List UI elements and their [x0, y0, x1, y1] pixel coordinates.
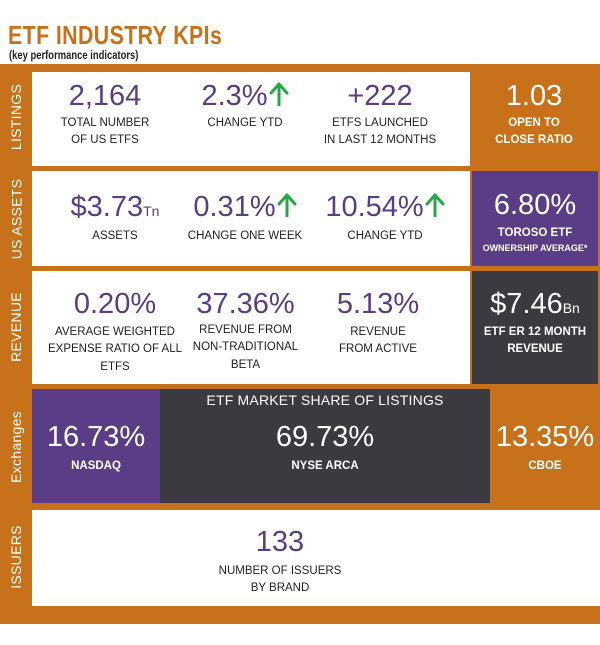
issuers-value: 133 [255, 526, 305, 558]
cboe-value: 13.35% [495, 421, 595, 453]
etfs-launched-value: +222 [347, 80, 413, 112]
assets-label: ASSETS [92, 230, 138, 242]
assets-kpi: $3.73Tn ASSETS [45, 193, 185, 245]
open-close-ratio-kpi: 1.03 OPEN TO CLOSE RATIO [472, 82, 596, 150]
nyse-label: NYSE ARCA [291, 460, 359, 472]
assets-unit: Tn [143, 203, 160, 219]
open-close-ratio-label-2: CLOSE RATIO [495, 134, 573, 147]
nasdaq-value: 16.73% [46, 421, 146, 453]
change-one-week-value: 0.31% [193, 191, 276, 223]
assets-change-ytd-label: CHANGE YTD [347, 230, 423, 242]
total-etfs-value: 2,164 [68, 80, 142, 112]
cboe-label: CBOE [528, 460, 562, 472]
toroso-label-1: TOROSO ETF [497, 227, 573, 239]
toroso-kpi: 6.80% TOROSO ETF OWNERSHIP AVERAGE* [472, 191, 598, 256]
issuers-panel [32, 510, 600, 606]
etfs-launched-label-2: IN LAST 12 MONTHS [323, 134, 437, 147]
revenue-active-label-1: REVENUE [350, 326, 406, 338]
issuers-label-1: NUMBER OF ISSUERS [218, 565, 342, 577]
non-traditional-beta-kpi: 37.36% REVENUE FROM NON-TRADITIONAL BETA [178, 290, 313, 374]
nasdaq-kpi: 16.73% NASDAQ [32, 423, 160, 475]
er-revenue-value: $7.46 [490, 288, 563, 320]
change-one-week-kpi: 0.31% CHANGE ONE WEEK [175, 193, 315, 245]
expense-ratio-value: 0.20% [73, 288, 157, 320]
er-revenue-label-1: ETF ER 12 MONTH [483, 326, 587, 338]
page-subtitle: (key performance indicators) [9, 50, 139, 62]
listings-change-ytd-value: 2.3% [201, 80, 268, 112]
open-close-ratio-value: 1.03 [505, 80, 563, 112]
non-traditional-beta-value: 37.36% [196, 288, 295, 320]
expense-ratio-label-2: EXPENSE RATIO OF ALL [48, 343, 182, 356]
us-assets-panel [32, 171, 470, 266]
expense-ratio-label-3: ETFS [100, 360, 130, 373]
exchanges-side-label: Exchanges [8, 410, 24, 483]
listings-side-label: LISTINGS [8, 83, 25, 150]
open-close-ratio-label-1: OPEN TO [508, 117, 560, 129]
etfs-launched-label-1: ETFs LAUNCHED [332, 117, 428, 129]
toroso-box [472, 171, 598, 266]
up-arrow-icon [269, 82, 289, 106]
er-revenue-unit: Bn [562, 300, 580, 316]
listings-change-ytd-label: CHANGE YTD [207, 117, 283, 129]
issuers-label-2: BY BRAND [250, 582, 310, 595]
up-arrow-icon [425, 193, 445, 217]
revenue-panel [32, 271, 470, 384]
er-revenue-box [472, 271, 598, 384]
change-one-week-label: CHANGE ONE WEEK [187, 230, 303, 242]
expense-ratio-label-1: AVERAGE WEIGHTED [55, 326, 175, 338]
etfs-launched-kpi: +222 ETFs LAUNCHED IN LAST 12 MONTHS [310, 82, 450, 150]
listings-change-ytd-kpi: 2.3% CHANGE YTD [180, 82, 310, 132]
er-revenue-kpi: $7.46Bn ETF ER 12 MONTH REVENUE [472, 290, 598, 359]
assets-change-ytd-kpi: 10.54% CHANGE YTD [315, 193, 455, 245]
total-etfs-label-1: TOTAL NUMBER [60, 117, 150, 129]
nyse-value: 69.73% [275, 421, 375, 453]
revenue-active-value: 5.13% [336, 288, 420, 320]
er-revenue-label-2: REVENUE [507, 343, 563, 356]
total-etfs-label-2: OF US ETFs [71, 134, 139, 147]
non-traditional-beta-label-2: NON-TRADITIONAL BETA [192, 341, 299, 371]
issuers-kpi: 133 NUMBER OF ISSUERS BY BRAND [180, 528, 380, 598]
issuers-side-label: ISSUERS [8, 525, 24, 589]
nyse-box [160, 389, 490, 503]
cboe-kpi: 13.35% CBOE [490, 423, 600, 475]
revenue-active-kpi: 5.13% REVENUE FROM ACTIVE [313, 290, 443, 359]
nasdaq-label: NASDAQ [71, 460, 121, 472]
expense-ratio-kpi: 0.20% AVERAGE WEIGHTED EXPENSE RATIO OF … [45, 290, 185, 376]
up-arrow-icon [277, 193, 297, 217]
market-share-title: ETF MARKET SHARE OF LISTINGS [206, 392, 444, 408]
listings-panel [32, 72, 470, 166]
assets-change-ytd-value: 10.54% [325, 191, 424, 223]
total-etfs-kpi: 2,164 TOTAL NUMBER OF US ETFs [40, 82, 170, 150]
non-traditional-beta-label-1: REVENUE FROM [199, 324, 292, 336]
revenue-side-label: REVENUE [8, 292, 25, 362]
nasdaq-box [32, 389, 160, 503]
toroso-label-2: OWNERSHIP AVERAGE* [482, 243, 588, 254]
revenue-active-label-2: FROM ACTIVE [339, 343, 417, 356]
nyse-kpi: 69.73% NYSE ARCA [160, 423, 490, 475]
assets-value: $3.73 [70, 191, 144, 223]
page-title: ETF INDUSTRY KPIs [8, 20, 223, 50]
us-assets-side-label: US ASSETS [8, 178, 25, 259]
toroso-value: 6.80% [493, 189, 577, 221]
